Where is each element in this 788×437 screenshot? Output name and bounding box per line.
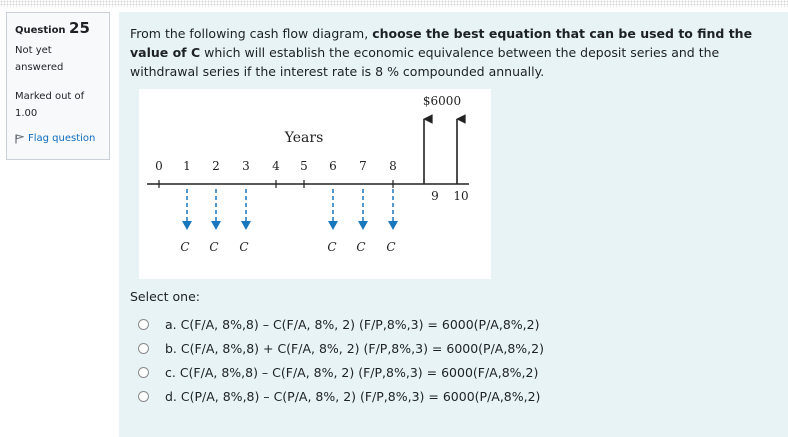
option-b[interactable]: b. C(F/A, 8%,8) + C(F/A, 8%, 2) (F/P,8%,… (130, 337, 544, 360)
c-label-1: C (180, 240, 189, 254)
year-label-2: 2 (212, 159, 220, 173)
c-label-6: C (327, 240, 336, 254)
bottom-year-labels: 9 10 (431, 189, 468, 203)
option-d-label[interactable]: d. C(P/A, 8%,8) – C(P/A, 8%, 2) (F/P,8%,… (165, 389, 541, 404)
answer-block: Select one: a. C(F/A, 8%,8) – C(F/A, 8%,… (130, 289, 544, 409)
c-label-7: C (356, 240, 365, 254)
year-label-5: 5 (300, 159, 308, 173)
deposit-arrows (186, 189, 394, 223)
axis-title: Years (284, 130, 324, 146)
year-label-6: 6 (329, 159, 337, 173)
option-d[interactable]: d. C(P/A, 8%,8) – C(P/A, 8%, 2) (F/P,8%,… (130, 385, 544, 408)
c-label-3: C (239, 240, 248, 254)
question-text: From the following cash flow diagram, ch… (130, 26, 753, 79)
radio-option-b[interactable] (138, 343, 149, 354)
c-label-2: C (209, 240, 218, 254)
flag-question-link[interactable]: Flag question (15, 133, 109, 144)
question-content: From the following cash flow diagram, ch… (119, 12, 788, 437)
top-year-labels: 0 1 2 3 4 5 6 7 8 (155, 159, 397, 173)
year-label-8: 8 (389, 159, 397, 173)
c-label-8: C (386, 240, 395, 254)
year-label-3: 3 (242, 159, 250, 173)
option-c-label[interactable]: c. C(F/A, 8%,8) – C(F/A, 8%, 2) (F/P,8%,… (165, 365, 539, 380)
question-grade: Marked out of 1.00 (15, 91, 85, 119)
top-divider (0, 0, 788, 7)
option-a[interactable]: a. C(F/A, 8%,8) – C(F/A, 8%, 2) (F/P,8%,… (130, 313, 544, 336)
option-a-label[interactable]: a. C(F/A, 8%,8) – C(F/A, 8%, 2) (F/P,8%,… (165, 317, 540, 332)
deposit-c-labels: C C C C C C (180, 240, 395, 254)
question-info-panel: Question 25 Not yet answered Marked out … (6, 12, 110, 160)
year-label-10: 10 (453, 189, 468, 203)
axis-ticks (158, 180, 394, 188)
deposit-arrowheads (182, 221, 398, 230)
year-label-0: 0 (155, 159, 163, 173)
radio-option-d[interactable] (138, 391, 149, 402)
year-label-1: 1 (183, 159, 191, 173)
option-c[interactable]: c. C(F/A, 8%,8) – C(F/A, 8%, 2) (F/P,8%,… (130, 361, 544, 384)
year-label-4: 4 (272, 159, 280, 173)
cash-flow-diagram: $6000 Years 0 1 2 3 4 5 6 7 8 9 10 (139, 89, 491, 279)
radio-option-a[interactable] (138, 319, 149, 330)
radio-option-c[interactable] (138, 367, 149, 378)
question-number: Question 25 (15, 19, 90, 37)
question-state: Not yet answered (15, 45, 64, 73)
amount-label: $6000 (423, 94, 461, 108)
option-b-label[interactable]: b. C(F/A, 8%,8) + C(F/A, 8%, 2) (F/P,8%,… (165, 341, 544, 356)
year-label-7: 7 (359, 159, 367, 173)
select-one-label: Select one: (130, 289, 201, 304)
flag-icon (15, 133, 24, 143)
year-label-9: 9 (431, 189, 439, 203)
